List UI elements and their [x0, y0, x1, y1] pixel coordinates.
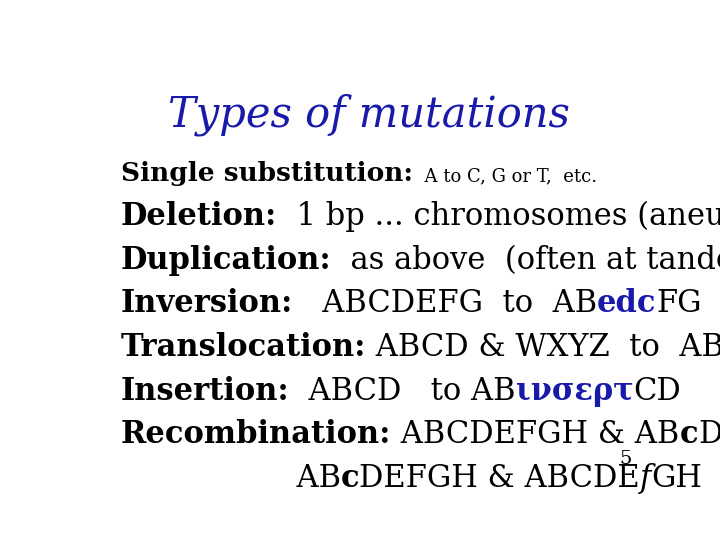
Text: GH: GH [652, 463, 702, 494]
Text: c: c [341, 463, 359, 494]
Text: ABCDEFGH & AB: ABCDEFGH & AB [391, 419, 680, 450]
Text: Types of mutations: Types of mutations [168, 94, 570, 137]
Text: Deletion:: Deletion: [121, 201, 277, 232]
Text: DEFGH & ABCDE: DEFGH & ABCDE [359, 463, 640, 494]
Text: A to C, G or T,  etc.: A to C, G or T, etc. [413, 167, 597, 185]
Text: ABCD & WXYZ  to  AB: ABCD & WXYZ to AB [366, 332, 720, 363]
Text: edc: edc [597, 288, 657, 319]
Text: 5: 5 [619, 450, 631, 468]
Text: ABCDEFG  to  AB: ABCDEFG to AB [293, 288, 597, 319]
Text: Duplication:: Duplication: [121, 245, 331, 275]
Text: Insertion:: Insertion: [121, 375, 289, 407]
Text: Inversion:: Inversion: [121, 288, 293, 319]
Text: ινσερτ: ινσερτ [516, 375, 634, 407]
Text: Recombination:: Recombination: [121, 419, 391, 450]
Text: CD: CD [634, 375, 681, 407]
Text: c: c [680, 419, 698, 450]
Text: as above  (often at tandem repeats): as above (often at tandem repeats) [331, 244, 720, 275]
Text: AB: AB [121, 463, 341, 494]
Text: 1 bp ... chromosomes (aneuploidy): 1 bp ... chromosomes (aneuploidy) [277, 201, 720, 232]
Text: FG: FG [657, 288, 702, 319]
Text: DE: DE [698, 419, 720, 450]
Text: f: f [640, 463, 652, 494]
Text: Single substitution:: Single substitution: [121, 161, 413, 186]
Text: ABCD   to AB: ABCD to AB [289, 375, 516, 407]
Text: Translocation:: Translocation: [121, 332, 366, 363]
